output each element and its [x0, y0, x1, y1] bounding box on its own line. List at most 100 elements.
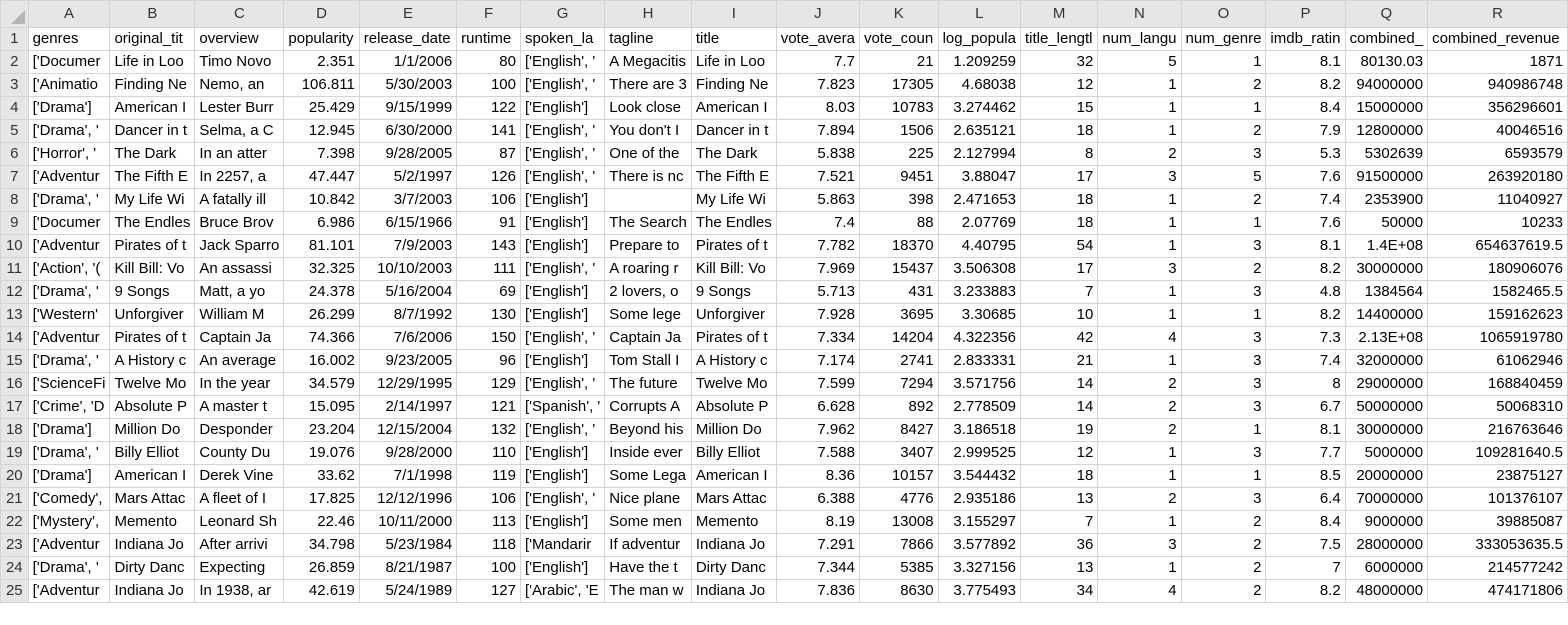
cell-F7[interactable]: 126	[456, 165, 521, 189]
cell-I25[interactable]: Indiana Jo	[690, 579, 777, 603]
cell-I5[interactable]: Dancer in t	[690, 119, 777, 143]
cell-K6[interactable]: 225	[858, 142, 939, 166]
cell-H22[interactable]: Some men	[604, 510, 692, 534]
cell-O1[interactable]: num_genre	[1180, 27, 1267, 51]
column-header-L[interactable]: L	[937, 0, 1021, 28]
cell-R10[interactable]: 654637619.5	[1427, 234, 1568, 258]
cell-B11[interactable]: Kill Bill: Vo	[109, 257, 196, 281]
cell-M4[interactable]: 15	[1019, 96, 1099, 120]
cell-P25[interactable]: 8.2	[1265, 579, 1346, 603]
cell-P13[interactable]: 8.2	[1265, 303, 1346, 327]
cell-B20[interactable]: American I	[109, 464, 196, 488]
cell-K9[interactable]: 88	[858, 211, 939, 235]
cell-H21[interactable]: Nice plane	[604, 487, 692, 511]
cell-Q2[interactable]: 80130.03	[1344, 50, 1429, 74]
cell-P6[interactable]: 5.3	[1265, 142, 1346, 166]
cell-O9[interactable]: 1	[1180, 211, 1267, 235]
cell-L3[interactable]: 4.68038	[937, 73, 1021, 97]
row-header-22[interactable]: 22	[0, 510, 29, 534]
cell-D4[interactable]: 25.429	[283, 96, 360, 120]
cell-M6[interactable]: 8	[1019, 142, 1099, 166]
cell-J17[interactable]: 6.628	[775, 395, 860, 419]
cell-R14[interactable]: 1065919780	[1427, 326, 1568, 350]
row-header-7[interactable]: 7	[0, 165, 29, 189]
cell-I16[interactable]: Twelve Mo	[690, 372, 777, 396]
cell-Q4[interactable]: 15000000	[1344, 96, 1429, 120]
cell-R11[interactable]: 180906076	[1427, 257, 1568, 281]
cell-O25[interactable]: 2	[1180, 579, 1267, 603]
cell-G9[interactable]: ['English']	[519, 211, 606, 235]
cell-D7[interactable]: 47.447	[283, 165, 360, 189]
cell-N9[interactable]: 1	[1097, 211, 1182, 235]
cell-J16[interactable]: 7.599	[775, 372, 860, 396]
cell-H7[interactable]: There is nc	[604, 165, 692, 189]
cell-Q20[interactable]: 20000000	[1344, 464, 1429, 488]
column-header-J[interactable]: J	[775, 0, 860, 28]
cell-I11[interactable]: Kill Bill: Vo	[690, 257, 777, 281]
cell-P20[interactable]: 8.5	[1265, 464, 1346, 488]
cell-C1[interactable]: overview	[194, 27, 285, 51]
cell-Q17[interactable]: 50000000	[1344, 395, 1429, 419]
cell-Q3[interactable]: 94000000	[1344, 73, 1429, 97]
cell-N13[interactable]: 1	[1097, 303, 1182, 327]
cell-G18[interactable]: ['English', '	[519, 418, 606, 442]
cell-I23[interactable]: Indiana Jo	[690, 533, 777, 557]
cell-G25[interactable]: ['Arabic', 'E	[519, 579, 606, 603]
cell-I17[interactable]: Absolute P	[690, 395, 777, 419]
cell-E11[interactable]: 10/10/2003	[358, 257, 458, 281]
cell-M21[interactable]: 13	[1019, 487, 1099, 511]
cell-E17[interactable]: 2/14/1997	[358, 395, 458, 419]
cell-Q5[interactable]: 12800000	[1344, 119, 1429, 143]
cell-A15[interactable]: ['Drama', '	[27, 349, 111, 373]
cell-O5[interactable]: 2	[1180, 119, 1267, 143]
cell-table[interactable]: A B C D E F G H I J K L M N O P Q R 1 genres original_tit ove…	[0, 0, 1568, 603]
cell-F13[interactable]: 130	[456, 303, 521, 327]
cell-E20[interactable]: 7/1/1998	[358, 464, 458, 488]
cell-C18[interactable]: Desponder	[194, 418, 285, 442]
cell-F22[interactable]: 113	[456, 510, 521, 534]
column-header-K[interactable]: K	[858, 0, 939, 28]
cell-I24[interactable]: Dirty Danc	[690, 556, 777, 580]
cell-L6[interactable]: 2.127994	[937, 142, 1021, 166]
cell-E18[interactable]: 12/15/2004	[358, 418, 458, 442]
cell-N19[interactable]: 1	[1097, 441, 1182, 465]
cell-M8[interactable]: 18	[1019, 188, 1099, 212]
row-header-19[interactable]: 19	[0, 441, 29, 465]
cell-K21[interactable]: 4776	[858, 487, 939, 511]
cell-N15[interactable]: 1	[1097, 349, 1182, 373]
cell-C10[interactable]: Jack Sparro	[194, 234, 285, 258]
cell-P4[interactable]: 8.4	[1265, 96, 1346, 120]
cell-D14[interactable]: 74.366	[283, 326, 360, 350]
cell-N1[interactable]: num_langu	[1097, 27, 1182, 51]
cell-G20[interactable]: ['English']	[519, 464, 606, 488]
cell-L5[interactable]: 2.635121	[937, 119, 1021, 143]
row-header-20[interactable]: 20	[0, 464, 29, 488]
cell-D22[interactable]: 22.46	[283, 510, 360, 534]
cell-F2[interactable]: 80	[456, 50, 521, 74]
cell-Q11[interactable]: 30000000	[1344, 257, 1429, 281]
cell-C20[interactable]: Derek Vine	[194, 464, 285, 488]
cell-A14[interactable]: ['Adventur	[27, 326, 111, 350]
cell-O18[interactable]: 1	[1180, 418, 1267, 442]
cell-L22[interactable]: 3.155297	[937, 510, 1021, 534]
cell-C11[interactable]: An assassi	[194, 257, 285, 281]
row-header-25[interactable]: 25	[0, 579, 29, 603]
cell-K17[interactable]: 892	[858, 395, 939, 419]
cell-K15[interactable]: 2741	[858, 349, 939, 373]
cell-N14[interactable]: 4	[1097, 326, 1182, 350]
cell-A3[interactable]: ['Animatio	[27, 73, 111, 97]
cell-K13[interactable]: 3695	[858, 303, 939, 327]
row-header-15[interactable]: 15	[0, 349, 29, 373]
cell-H9[interactable]: The Search	[604, 211, 692, 235]
cell-B4[interactable]: American I	[109, 96, 196, 120]
cell-A11[interactable]: ['Action', '(	[27, 257, 111, 281]
cell-I18[interactable]: Million Do	[690, 418, 777, 442]
cell-O23[interactable]: 2	[1180, 533, 1267, 557]
row-header-13[interactable]: 13	[0, 303, 29, 327]
cell-C25[interactable]: In 1938, ar	[194, 579, 285, 603]
cell-K16[interactable]: 7294	[858, 372, 939, 396]
cell-D11[interactable]: 32.325	[283, 257, 360, 281]
cell-J12[interactable]: 5.713	[775, 280, 860, 304]
cell-L21[interactable]: 2.935186	[937, 487, 1021, 511]
cell-J5[interactable]: 7.894	[775, 119, 860, 143]
